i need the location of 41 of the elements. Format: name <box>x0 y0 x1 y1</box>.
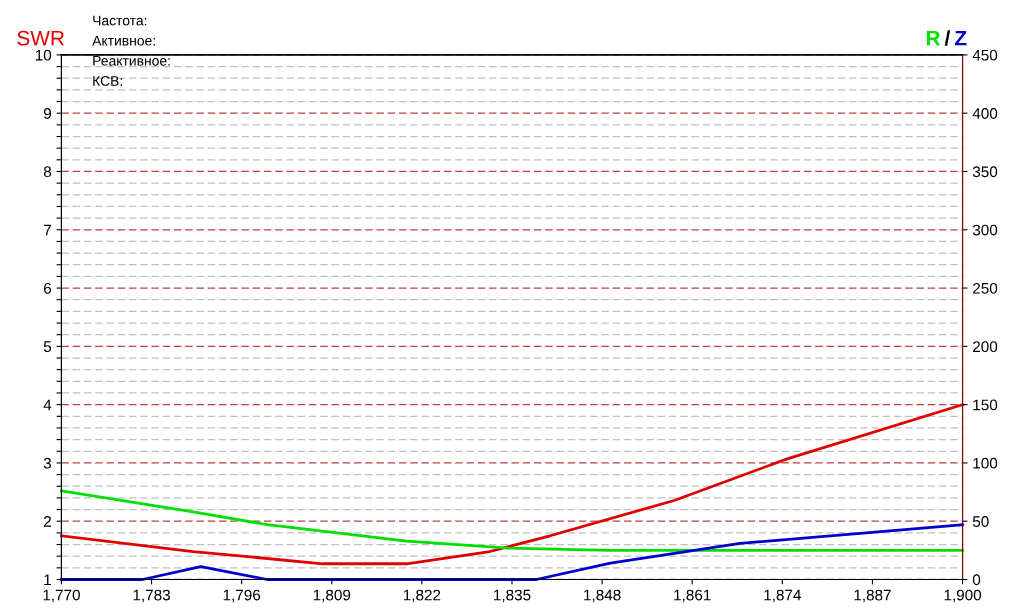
y-tick-label: 8 <box>43 166 52 178</box>
text: Z <box>954 31 967 46</box>
x-tick-label: 1,835 <box>494 589 531 603</box>
y-tick-label: 3 <box>43 457 52 469</box>
x-tick-label: 1,861 <box>674 589 711 603</box>
y-tick-label: 7 <box>44 224 51 236</box>
y-tick-label: 6 <box>44 282 52 294</box>
x-tick-label: 1,887 <box>854 589 891 603</box>
x-tick-label: 1,796 <box>223 589 261 603</box>
y-tick-label: 5 <box>43 341 52 353</box>
y-tick-label: 9 <box>43 108 51 119</box>
y-tick-label: 10 <box>35 49 52 61</box>
annotation: КСВ: <box>93 76 122 86</box>
x-tick-label: 1,822 <box>403 589 441 603</box>
text: R <box>926 31 941 46</box>
x-tick-label: 1,874 <box>764 589 802 603</box>
y2-tick-label: 300 <box>972 224 998 236</box>
y2-axis-title: / <box>944 30 951 46</box>
x-tick-label: 1,809 <box>313 589 351 603</box>
y-tick-label: 4 <box>43 399 52 411</box>
y2-tick-label: 100 <box>973 457 998 469</box>
line-series <box>60 403 964 566</box>
y2-tick-label: 250 <box>973 282 998 294</box>
y2-tick-label: 200 <box>973 341 998 353</box>
annotation: Реактивное: <box>93 56 170 66</box>
y-tick-label: 2 <box>43 516 51 527</box>
y-tick-label: 1 <box>44 574 51 586</box>
y2-tick-label: 150 <box>973 399 998 411</box>
text: Активное: <box>92 35 155 46</box>
x-tick-label: 1,900 <box>944 589 982 603</box>
y2-tick-label: 50 <box>972 516 989 527</box>
y2-tick-label: 400 <box>972 108 998 119</box>
y2-tick-label: 450 <box>972 49 998 61</box>
x-tick-label: 1,848 <box>584 589 621 603</box>
line-series <box>60 489 964 552</box>
y-axis-title: SWR <box>17 30 65 46</box>
x-tick-label: 1,770 <box>43 589 80 603</box>
y2-tick-label: 0 <box>972 574 981 586</box>
y2-tick-label: 350 <box>972 166 998 178</box>
text: Частота: <box>93 15 147 26</box>
x-tick-label: 1,783 <box>133 589 170 603</box>
